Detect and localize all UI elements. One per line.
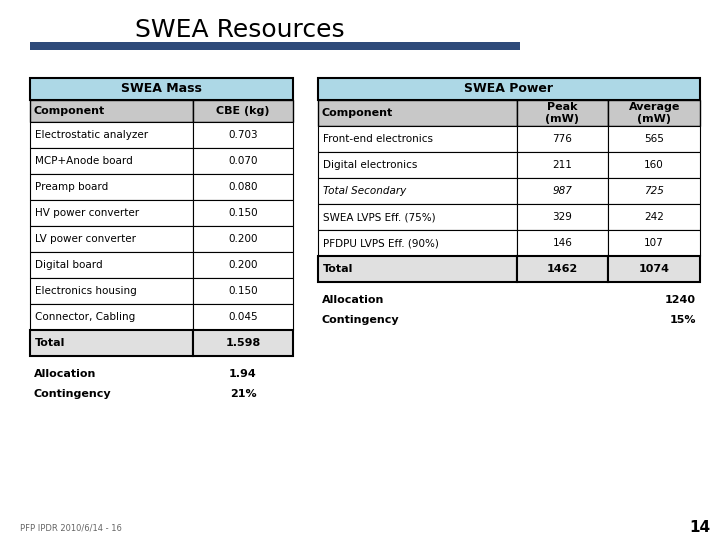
- Bar: [193, 174, 293, 200]
- Text: Contingency: Contingency: [322, 315, 400, 325]
- Text: Digital electronics: Digital electronics: [323, 160, 418, 170]
- Bar: [608, 152, 700, 178]
- Bar: [608, 230, 700, 256]
- Text: 211: 211: [552, 160, 572, 170]
- Text: 146: 146: [552, 238, 572, 248]
- Bar: [318, 230, 517, 256]
- Text: SWEA Resources: SWEA Resources: [135, 18, 345, 42]
- Text: 1.94: 1.94: [229, 369, 257, 379]
- Bar: [193, 148, 293, 174]
- Text: 565: 565: [644, 134, 664, 144]
- Bar: [318, 78, 700, 100]
- Text: Electrostatic analyzer: Electrostatic analyzer: [35, 130, 148, 140]
- Text: PFP IPDR 2010/6/14 - 16: PFP IPDR 2010/6/14 - 16: [20, 523, 122, 532]
- Bar: [318, 256, 517, 282]
- Bar: [193, 252, 293, 278]
- Text: 160: 160: [644, 160, 664, 170]
- Text: 1.598: 1.598: [225, 338, 261, 348]
- Text: PFDPU LVPS Eff. (90%): PFDPU LVPS Eff. (90%): [323, 238, 439, 248]
- Bar: [30, 122, 193, 148]
- Bar: [30, 100, 193, 122]
- Text: 14: 14: [689, 521, 710, 536]
- Bar: [30, 42, 520, 50]
- Bar: [608, 100, 700, 126]
- Bar: [608, 126, 700, 152]
- Text: Peak
(mW): Peak (mW): [546, 102, 580, 124]
- Text: SWEA Power: SWEA Power: [464, 83, 554, 96]
- Bar: [517, 152, 608, 178]
- Text: 1462: 1462: [547, 264, 578, 274]
- Text: Connector, Cabling: Connector, Cabling: [35, 312, 135, 322]
- Bar: [30, 252, 193, 278]
- Bar: [608, 204, 700, 230]
- Text: 0.045: 0.045: [228, 312, 258, 322]
- Bar: [30, 174, 193, 200]
- Text: Average
(mW): Average (mW): [629, 102, 680, 124]
- Text: 107: 107: [644, 238, 664, 248]
- Bar: [517, 178, 608, 204]
- Bar: [318, 204, 517, 230]
- Text: LV power converter: LV power converter: [35, 234, 136, 244]
- Text: MCP+Anode board: MCP+Anode board: [35, 156, 132, 166]
- Text: 0.150: 0.150: [228, 208, 258, 218]
- Bar: [193, 122, 293, 148]
- Text: Component: Component: [322, 108, 393, 118]
- Text: 0.200: 0.200: [228, 260, 258, 270]
- Bar: [30, 330, 193, 356]
- Text: 0.703: 0.703: [228, 130, 258, 140]
- Bar: [517, 126, 608, 152]
- Text: Front-end electronics: Front-end electronics: [323, 134, 433, 144]
- Text: Contingency: Contingency: [34, 389, 112, 399]
- Bar: [318, 126, 517, 152]
- Text: 0.070: 0.070: [228, 156, 258, 166]
- Bar: [318, 178, 517, 204]
- Bar: [517, 204, 608, 230]
- Text: SWEA LVPS Eff. (75%): SWEA LVPS Eff. (75%): [323, 212, 436, 222]
- Bar: [517, 230, 608, 256]
- Text: Electronics housing: Electronics housing: [35, 286, 137, 296]
- Bar: [608, 178, 700, 204]
- Bar: [318, 100, 517, 126]
- Text: 0.080: 0.080: [228, 182, 258, 192]
- Text: Allocation: Allocation: [322, 295, 384, 305]
- Text: 725: 725: [644, 186, 664, 196]
- Bar: [193, 278, 293, 304]
- Text: 987: 987: [552, 186, 572, 196]
- Text: 0.200: 0.200: [228, 234, 258, 244]
- Text: 242: 242: [644, 212, 664, 222]
- Text: 21%: 21%: [230, 389, 256, 399]
- Text: Total Secondary: Total Secondary: [323, 186, 406, 196]
- Text: CBE (kg): CBE (kg): [216, 106, 270, 116]
- Bar: [318, 152, 517, 178]
- Bar: [30, 226, 193, 252]
- Text: Allocation: Allocation: [34, 369, 96, 379]
- Text: 1240: 1240: [665, 295, 696, 305]
- Bar: [193, 330, 293, 356]
- Text: 776: 776: [552, 134, 572, 144]
- Bar: [517, 100, 608, 126]
- Text: Preamp board: Preamp board: [35, 182, 108, 192]
- Bar: [30, 148, 193, 174]
- Bar: [30, 278, 193, 304]
- Bar: [608, 256, 700, 282]
- Text: Digital board: Digital board: [35, 260, 103, 270]
- Bar: [193, 304, 293, 330]
- Bar: [30, 78, 293, 100]
- Text: Total: Total: [323, 264, 354, 274]
- Text: 15%: 15%: [670, 315, 696, 325]
- Text: 329: 329: [552, 212, 572, 222]
- Bar: [193, 200, 293, 226]
- Text: 1074: 1074: [639, 264, 670, 274]
- Text: SWEA Mass: SWEA Mass: [121, 83, 202, 96]
- Text: Total: Total: [35, 338, 66, 348]
- Bar: [30, 200, 193, 226]
- Text: 0.150: 0.150: [228, 286, 258, 296]
- Bar: [193, 100, 293, 122]
- Bar: [30, 304, 193, 330]
- Bar: [517, 256, 608, 282]
- Text: HV power converter: HV power converter: [35, 208, 139, 218]
- Text: Component: Component: [34, 106, 105, 116]
- Bar: [193, 226, 293, 252]
